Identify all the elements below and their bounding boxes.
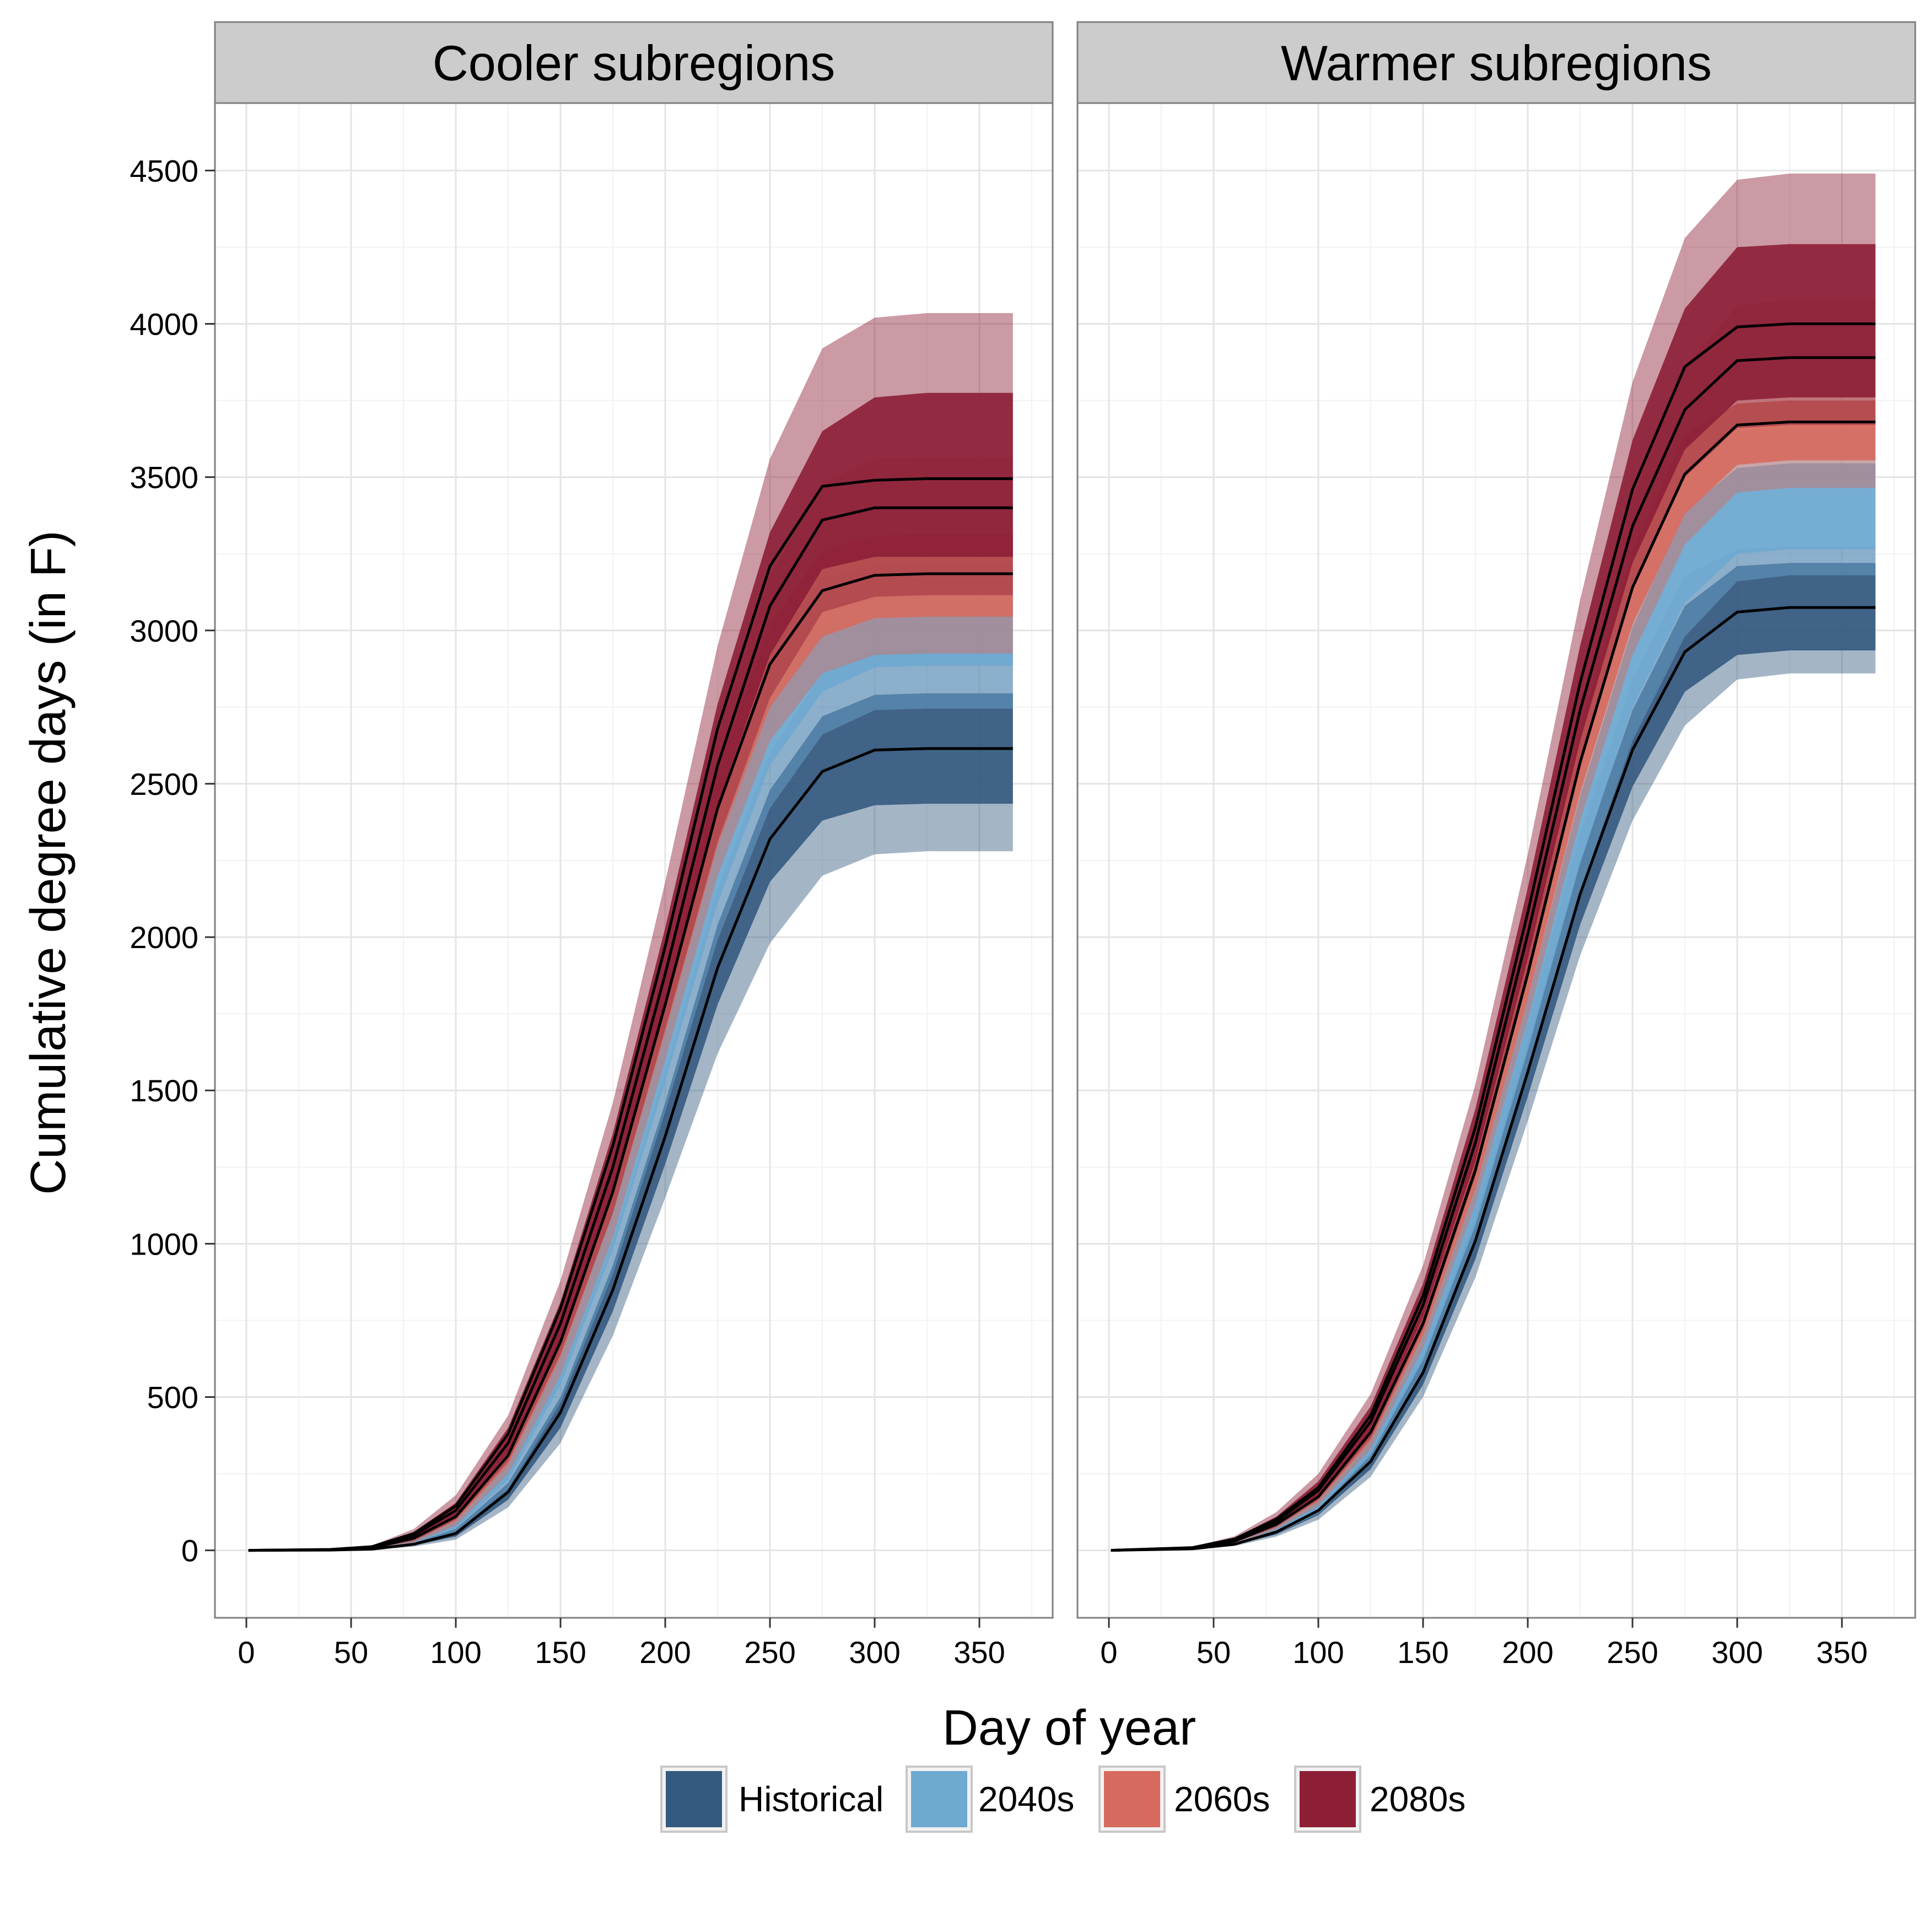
ribbon-inner-2080s bbox=[1111, 244, 1876, 1551]
y-tick-label: 4500 bbox=[130, 153, 198, 188]
facet-title: Warmer subregions bbox=[1281, 36, 1712, 92]
median-line bbox=[1111, 421, 1876, 1552]
legend-label: 2040s bbox=[978, 1779, 1074, 1819]
x-tick-label: 250 bbox=[1607, 1635, 1658, 1670]
x-tick-label: 50 bbox=[334, 1635, 368, 1670]
x-tick-label: 200 bbox=[1502, 1635, 1553, 1670]
x-tick-label: 150 bbox=[1397, 1635, 1448, 1670]
y-tick-label: 1000 bbox=[130, 1226, 198, 1261]
ribbon-inner-historical bbox=[248, 693, 1013, 1551]
median-line bbox=[248, 477, 1013, 1552]
x-tick-label: 250 bbox=[744, 1635, 795, 1670]
x-tick-label: 200 bbox=[639, 1635, 691, 1670]
x-tick-label: 350 bbox=[953, 1635, 1005, 1670]
x-tick-label: 0 bbox=[1100, 1635, 1117, 1670]
y-tick-label: 1500 bbox=[130, 1073, 198, 1108]
median-line bbox=[1111, 356, 1876, 1552]
x-tick-label: 150 bbox=[535, 1635, 586, 1670]
median-line bbox=[1111, 322, 1876, 1552]
facet-panel: Warmer subregions 0 50 100 150 200 250 300 350 bbox=[1076, 21, 1916, 1670]
legend: Historical 2040s 2060s 2080s bbox=[660, 1766, 1465, 1833]
legend-label: Historical bbox=[739, 1779, 883, 1819]
legend-swatch bbox=[666, 1771, 722, 1827]
facet-title: Cooler subregions bbox=[433, 36, 835, 92]
x-tick-label: 300 bbox=[849, 1635, 900, 1670]
x-tick-label: 100 bbox=[1292, 1635, 1344, 1670]
x-axis-title: Day of year bbox=[942, 1700, 1196, 1756]
y-tick-label: 3500 bbox=[130, 460, 198, 495]
x-tick-label: 0 bbox=[238, 1635, 255, 1670]
legend-label: 2060s bbox=[1174, 1779, 1270, 1819]
legend-swatch bbox=[911, 1771, 967, 1827]
facet-strip bbox=[214, 21, 1054, 104]
y-tick-label: 0 bbox=[181, 1533, 198, 1568]
y-axis-title: Cumulative degree days (in F) bbox=[21, 530, 76, 1195]
y-tick-label: 500 bbox=[147, 1380, 198, 1414]
median-line bbox=[1111, 606, 1876, 1552]
ribbon-outer-historical bbox=[248, 649, 1013, 1551]
x-tick-label: 100 bbox=[430, 1635, 481, 1670]
panel-border bbox=[214, 102, 1054, 1619]
y-tick-label: 2000 bbox=[130, 920, 198, 955]
legend-swatch bbox=[1300, 1771, 1356, 1827]
x-tick-label: 350 bbox=[1816, 1635, 1867, 1670]
y-tick-label: 3000 bbox=[130, 613, 198, 648]
legend-swatch bbox=[1104, 1771, 1160, 1827]
legend-label: 2080s bbox=[1370, 1779, 1465, 1819]
facet-strip bbox=[1076, 21, 1916, 104]
median-line bbox=[248, 572, 1013, 1552]
y-tick-label: 2500 bbox=[130, 767, 198, 801]
median-line bbox=[248, 747, 1013, 1552]
x-tick-label: 50 bbox=[1197, 1635, 1231, 1670]
x-tick-label: 300 bbox=[1711, 1635, 1763, 1670]
y-tick-label: 4000 bbox=[130, 307, 198, 342]
panel-border bbox=[1076, 102, 1916, 1619]
